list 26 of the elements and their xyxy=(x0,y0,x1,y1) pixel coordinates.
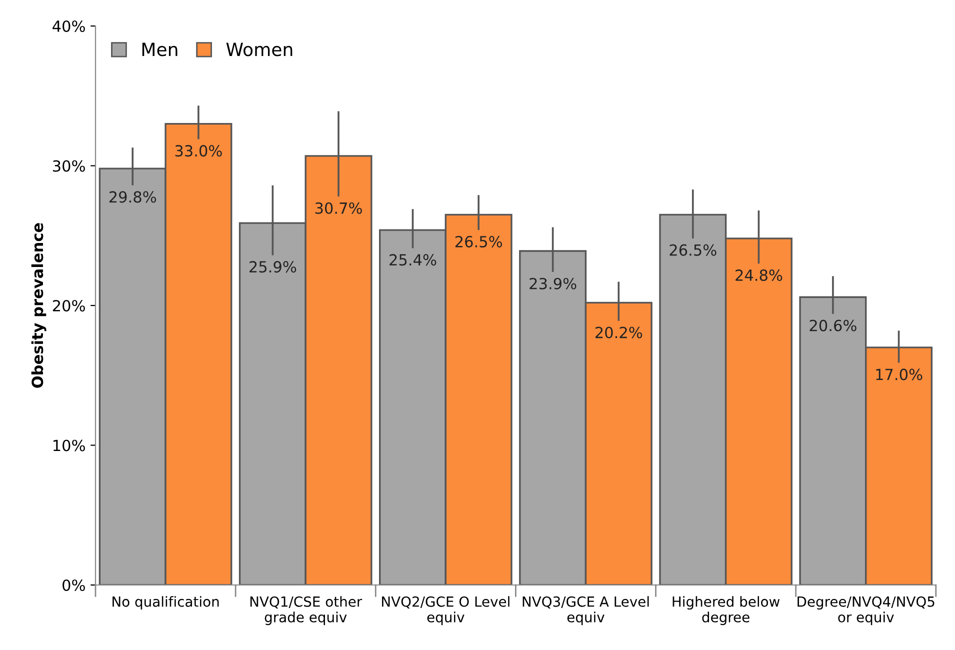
x-tick-label: NVQ2/GCE O Level equiv xyxy=(382,596,510,626)
data-label: 29.8% xyxy=(109,191,156,203)
x-tick-label: No qualification xyxy=(112,596,219,610)
data-label: 24.8% xyxy=(736,269,782,281)
y-tick-label: 20% xyxy=(52,300,85,312)
data-label: 20.2% xyxy=(596,326,642,338)
legend-label: Men xyxy=(142,42,178,56)
data-label: 17.0% xyxy=(876,368,922,380)
x-tick-label: Degree/NVQ4/NVQ5 or equiv xyxy=(798,596,934,626)
data-label: 20.6% xyxy=(810,320,856,332)
data-label: 26.5% xyxy=(455,236,502,248)
data-label: 33.0% xyxy=(175,145,222,157)
data-label: 25.9% xyxy=(250,261,296,273)
y-tick-label: 40% xyxy=(52,20,85,32)
data-label: 26.5% xyxy=(670,244,716,256)
x-tick-label: NVQ3/GCE A Level equiv xyxy=(522,596,649,626)
data-label: 23.9% xyxy=(530,278,576,290)
data-label: 30.7% xyxy=(315,202,362,214)
x-tick-label: NVQ1/CSE other grade equiv xyxy=(250,596,362,626)
legend-label: Women xyxy=(226,42,292,56)
x-tick-label: Highered below degree xyxy=(672,596,780,626)
data-label: 25.4% xyxy=(390,254,436,266)
y-tick-label: 30% xyxy=(52,160,85,172)
y-axis-title: Obesity prevalence xyxy=(31,223,46,388)
y-tick-label: 10% xyxy=(54,440,85,452)
y-tick-label: 0% xyxy=(62,579,85,592)
